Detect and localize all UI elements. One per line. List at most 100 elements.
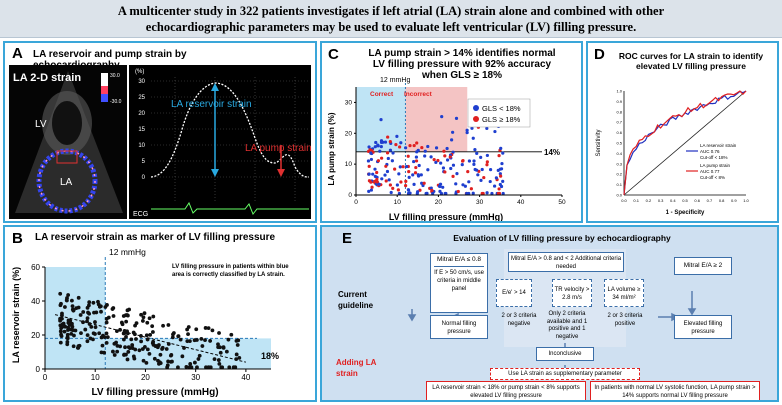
panel-b-point bbox=[216, 342, 220, 347]
panel-c-point-gls-high bbox=[451, 174, 455, 178]
elevated-pressure-box: Elevated filling pressure bbox=[674, 315, 732, 339]
panel-b-ytick-label: 0 bbox=[36, 365, 41, 374]
panel-b-note: LV filling pressure in patients within b… bbox=[172, 264, 289, 278]
panel-c-point-gls-high bbox=[406, 154, 410, 158]
panel-c-point-gls-high bbox=[408, 144, 412, 148]
panel-b-point bbox=[76, 345, 81, 350]
panel-c-point-gls-high bbox=[443, 154, 447, 158]
panel-c-point-gls-high bbox=[456, 189, 460, 194]
panel-b-point bbox=[150, 324, 155, 329]
panel-c-point-gls-high bbox=[420, 145, 424, 150]
panel-b-point bbox=[123, 345, 127, 350]
panel-b-point bbox=[70, 304, 75, 309]
panel-b-point bbox=[217, 331, 221, 335]
panel-c-scatter: 0 10 20 30 40 50 0 10 20 30 12 mmHg Correct Incor… bbox=[327, 77, 566, 221]
panel-b-shade-left bbox=[45, 267, 106, 369]
panel-b-point bbox=[185, 339, 190, 344]
panel-b-point bbox=[59, 301, 63, 306]
panel-c-point-gls-high bbox=[393, 167, 397, 171]
panel-b-point bbox=[112, 341, 117, 346]
panel-b-point bbox=[231, 365, 236, 370]
panel-b-point bbox=[72, 333, 76, 338]
panel-c-point-gls-low bbox=[431, 191, 435, 196]
strain-tick-label: 0 bbox=[142, 175, 146, 181]
panel-c-point-gls-low bbox=[369, 188, 373, 192]
panel-c-point-gls-high bbox=[376, 159, 380, 163]
panel-c-point-gls-low bbox=[465, 128, 469, 132]
panel-b-point bbox=[76, 295, 81, 300]
panel-c-point-gls-high bbox=[388, 140, 392, 144]
panel-c-point-gls-high bbox=[485, 163, 489, 167]
panel-c-point-gls-low bbox=[445, 158, 450, 162]
panel-c-point-gls-high bbox=[497, 154, 501, 158]
panel-c-point-gls-high bbox=[401, 165, 405, 169]
panel-c-point-gls-high bbox=[367, 164, 371, 168]
panel-b-point bbox=[140, 319, 145, 323]
normal-pressure-box: Normal filling pressure bbox=[430, 315, 488, 339]
panel-c-point-gls-high bbox=[385, 151, 390, 155]
panel-b-hline-label: 18% bbox=[261, 351, 279, 361]
panel-b-point bbox=[134, 337, 138, 341]
mitral-low-sub: If E > 50 cm/s, use criteria in middle p… bbox=[434, 266, 484, 293]
panel-b-point bbox=[208, 339, 213, 343]
panel-b-point bbox=[186, 332, 190, 336]
panel-b-point bbox=[235, 343, 240, 347]
panel-b-point bbox=[144, 360, 149, 365]
panel-c-point-gls-high bbox=[466, 170, 470, 174]
panel-c-point-gls-low bbox=[378, 149, 382, 153]
panel-b-point bbox=[132, 332, 137, 337]
panel-c-point-gls-low bbox=[380, 177, 384, 181]
panel-c-point-gls-low bbox=[424, 191, 428, 196]
panel-c-point-gls-low bbox=[454, 191, 458, 196]
panel-b-point bbox=[66, 293, 71, 297]
panel-c-point-gls-low bbox=[479, 155, 483, 159]
panel-c-point-gls-high bbox=[380, 156, 384, 160]
strain-tick-label: 15 bbox=[138, 127, 145, 133]
panel-b-point bbox=[58, 291, 63, 296]
roc-xtick-label: 0.0 bbox=[621, 198, 627, 203]
panel-c-point-gls-low bbox=[390, 159, 394, 163]
panel-b-point bbox=[220, 365, 225, 370]
mitral-low-box: Mitral E/A ≤ 0.8 If E > 50 cm/s, use cri… bbox=[430, 253, 488, 313]
panel-b-point bbox=[199, 336, 204, 341]
panel-c-xtick-label: 50 bbox=[558, 199, 566, 206]
panel-b-point bbox=[85, 305, 90, 310]
panel-c-point-gls-low bbox=[498, 167, 502, 171]
strain-normal-box: In patients with normal LV systolic func… bbox=[590, 381, 760, 400]
panel-b-point bbox=[99, 335, 104, 340]
roc-xtick-label: 0.9 bbox=[731, 198, 737, 203]
panel-c-point-gls-low bbox=[499, 184, 504, 189]
panel-b-point bbox=[126, 345, 131, 350]
panel-b-point bbox=[152, 356, 157, 361]
panel-c-point-gls-low bbox=[383, 173, 387, 177]
panel-c-point-gls-low bbox=[426, 144, 430, 149]
panel-b-point bbox=[226, 337, 231, 342]
panel-c-point-gls-low bbox=[404, 146, 408, 150]
panel-b-point bbox=[70, 298, 74, 303]
panel-c-xtick-label: 10 bbox=[394, 199, 402, 206]
panel-b-point bbox=[99, 309, 103, 314]
panel-c-point-gls-low bbox=[417, 163, 421, 168]
panel-c-point-gls-high bbox=[388, 183, 392, 187]
panel-b-point bbox=[92, 310, 96, 315]
roc-xtick-label: 0.3 bbox=[658, 198, 664, 203]
roc-pump-curve bbox=[623, 90, 747, 196]
panel-c-correct-label: Correct bbox=[370, 91, 394, 98]
panel-c-point-gls-low bbox=[416, 190, 420, 194]
panel-c-point-gls-low bbox=[367, 189, 371, 194]
panel-b-point bbox=[125, 331, 130, 336]
panel-b-point bbox=[112, 353, 117, 357]
panel-d-title: ROC curves for LA strain to identify ele… bbox=[618, 51, 764, 71]
panel-b-point bbox=[157, 361, 161, 366]
panel-c-point-gls-low bbox=[440, 114, 444, 119]
panel-b-point bbox=[115, 349, 120, 354]
panel-c-point-gls-high bbox=[496, 191, 501, 196]
panel-c-point-gls-low bbox=[467, 159, 472, 163]
panel-b-point bbox=[88, 336, 93, 341]
roc-axes: 0.00.0 0.1 0.1 0.2 0.2 0.3 0.3 0.4 0.4 0.5 0.5 0.6 0… bbox=[616, 89, 749, 204]
panel-b-point bbox=[105, 303, 109, 307]
panel-c-point-gls-low bbox=[406, 188, 410, 192]
panel-c-point-gls-low bbox=[379, 145, 383, 149]
panel-b-point bbox=[131, 354, 136, 359]
panel-c-point-gls-low bbox=[387, 178, 391, 182]
